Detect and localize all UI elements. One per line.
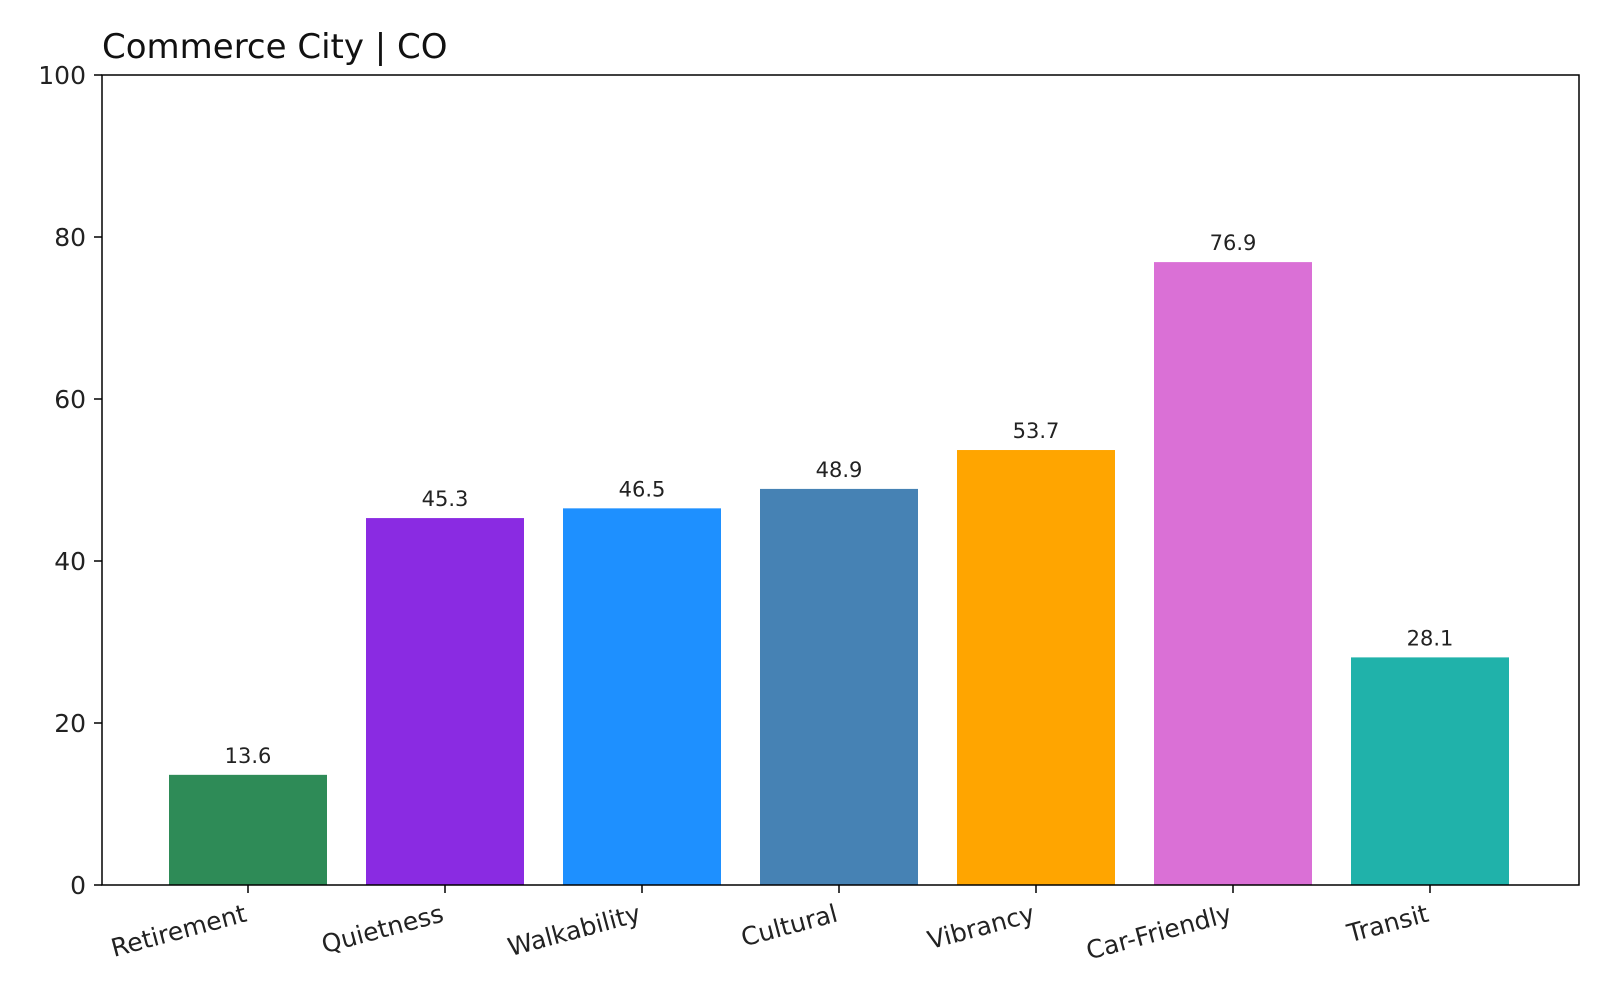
data-labels: 13.6 45.3 46.5 48.9 53.7 76.9 28.1 [225,231,1454,768]
bar-value-label: 46.5 [619,477,666,501]
y-tick-label: 0 [70,871,86,900]
bar [563,508,721,885]
chart-title: Commerce City | CO [102,27,448,67]
bar-value-label: 28.1 [1407,626,1454,650]
bar-value-label: 45.3 [422,487,469,511]
x-axis: Retirement Quietness Walkability Cultural Vi… [108,885,1432,965]
x-tick-label: Cultural [738,899,841,952]
bar [169,774,327,885]
bar-value-label: 13.6 [225,744,272,768]
x-tick-label: Transit [1343,899,1432,949]
x-tick-label: Car-Friendly [1083,899,1235,966]
bar-series [169,262,1509,885]
x-tick-label: Walkability [505,899,644,962]
y-tick-label: 100 [38,61,86,90]
bar-value-label: 76.9 [1210,231,1257,255]
x-tick-label: Retirement [108,899,250,963]
plot-frame [101,74,1580,886]
bar-value-label: 48.9 [816,458,863,482]
bar-value-label: 53.7 [1013,419,1060,443]
bar [366,518,524,885]
bar [957,450,1115,885]
x-tick-label: Vibrancy [924,899,1037,955]
y-axis: 0 20 40 60 80 100 [38,61,102,900]
y-tick-label: 20 [54,709,86,738]
y-tick-label: 40 [54,547,86,576]
bar [760,488,918,885]
y-tick-label: 60 [54,385,86,414]
bar [1351,657,1509,885]
y-tick-label: 80 [54,223,86,252]
bar [1154,262,1312,885]
x-tick-label: Quietness [318,899,446,959]
